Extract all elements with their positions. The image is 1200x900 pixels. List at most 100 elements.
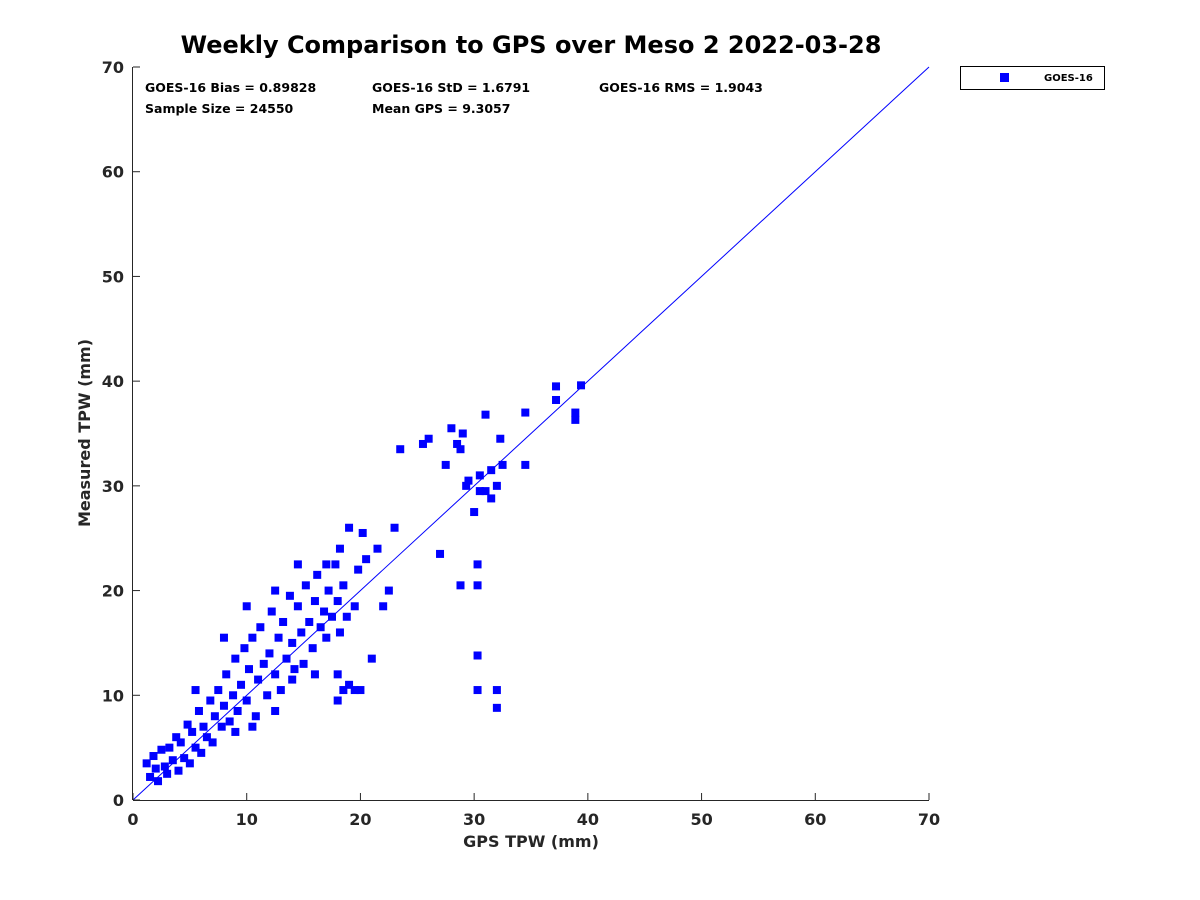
data-point: [217, 722, 226, 731]
data-point: [293, 602, 302, 611]
y-tick-label: 50: [102, 267, 124, 286]
stat-sample-size: Sample Size = 24550: [145, 101, 294, 116]
data-point: [242, 602, 251, 611]
data-point: [367, 654, 376, 663]
y-tick-label: 40: [102, 372, 124, 391]
data-point: [157, 745, 166, 754]
data-point: [176, 738, 185, 747]
data-point: [456, 581, 465, 590]
data-point: [475, 471, 484, 480]
legend-marker-square: [1000, 73, 1009, 82]
data-point: [521, 460, 530, 469]
data-point: [552, 382, 561, 391]
x-tick-label: 70: [918, 810, 940, 829]
data-point: [453, 439, 462, 448]
data-point: [197, 748, 206, 757]
data-point: [356, 686, 365, 695]
x-tick-label: 20: [349, 810, 371, 829]
data-point: [577, 381, 586, 390]
data-point: [194, 706, 203, 715]
y-tick-label: 10: [102, 686, 124, 705]
data-point: [163, 769, 172, 778]
data-point: [447, 424, 456, 433]
data-point: [290, 665, 299, 674]
data-point: [168, 756, 177, 765]
data-point: [180, 754, 189, 763]
data-point: [225, 717, 234, 726]
data-point: [305, 617, 314, 626]
x-axis-label: GPS TPW (mm): [463, 832, 599, 851]
plot-area: 0 10 20 30 40 50 60 70 0 10 20 30 40 50 60 70: [102, 58, 940, 829]
y-axis-label: Measured TPW (mm): [75, 339, 94, 527]
data-point: [362, 555, 371, 564]
data-point: [498, 460, 507, 469]
data-point: [492, 481, 501, 490]
data-point: [188, 727, 197, 736]
data-point: [299, 659, 308, 668]
data-point: [271, 670, 280, 679]
y-tick-label: 60: [102, 163, 124, 182]
data-point: [229, 691, 238, 700]
data-point: [339, 686, 348, 695]
data-point: [219, 701, 228, 710]
data-point: [339, 581, 348, 590]
data-point: [481, 487, 490, 496]
data-point: [462, 481, 471, 490]
data-points: [142, 381, 586, 786]
data-point: [254, 675, 263, 684]
data-point: [199, 722, 208, 731]
data-point: [521, 408, 530, 417]
data-point: [390, 523, 399, 532]
data-point: [379, 602, 388, 611]
y-tick-label: 0: [113, 791, 124, 810]
data-point: [473, 581, 482, 590]
y-tick-labels: 0 10 20 30 40 50 60 70: [102, 58, 124, 810]
data-point: [350, 686, 359, 695]
data-point: [324, 586, 333, 595]
data-point: [384, 586, 393, 595]
data-point: [263, 691, 272, 700]
data-point: [231, 727, 240, 736]
data-point: [191, 743, 200, 752]
data-point: [297, 628, 306, 637]
data-point: [174, 766, 183, 775]
data-point: [481, 410, 490, 419]
data-point: [310, 670, 319, 679]
data-point: [436, 549, 445, 558]
data-point: [233, 706, 242, 715]
data-point: [206, 696, 215, 705]
data-point: [202, 733, 211, 742]
data-point: [301, 581, 310, 590]
data-point: [191, 686, 200, 695]
stat-mean-gps: Mean GPS = 9.3057: [372, 101, 510, 116]
data-point: [142, 759, 151, 768]
data-point: [267, 607, 276, 616]
data-point: [470, 508, 479, 517]
legend-box: [960, 66, 1105, 90]
data-point: [333, 597, 342, 606]
data-point: [259, 659, 268, 668]
stat-rms: GOES-16 RMS = 1.9043: [599, 80, 763, 95]
data-point: [310, 597, 319, 606]
data-point: [240, 644, 249, 653]
data-point: [322, 560, 331, 569]
data-point: [165, 743, 174, 752]
data-point: [160, 762, 169, 771]
data-point: [149, 752, 158, 761]
data-point: [342, 612, 351, 621]
x-tick-label: 30: [463, 810, 485, 829]
stat-std: GOES-16 StD = 1.6791: [372, 80, 530, 95]
data-point: [333, 670, 342, 679]
data-point: [248, 633, 257, 642]
chart-title: Weekly Comparison to GPS over Meso 2 202…: [181, 31, 882, 59]
x-tick-label: 10: [236, 810, 258, 829]
data-point: [424, 434, 433, 443]
data-point: [358, 528, 367, 537]
legend[interactable]: GOES-16: [960, 66, 1105, 90]
x-tick-labels: 0 10 20 30 40 50 60 70: [127, 810, 940, 829]
data-point: [396, 445, 405, 454]
data-point: [154, 777, 163, 786]
data-point: [210, 712, 219, 721]
data-point: [248, 722, 257, 731]
